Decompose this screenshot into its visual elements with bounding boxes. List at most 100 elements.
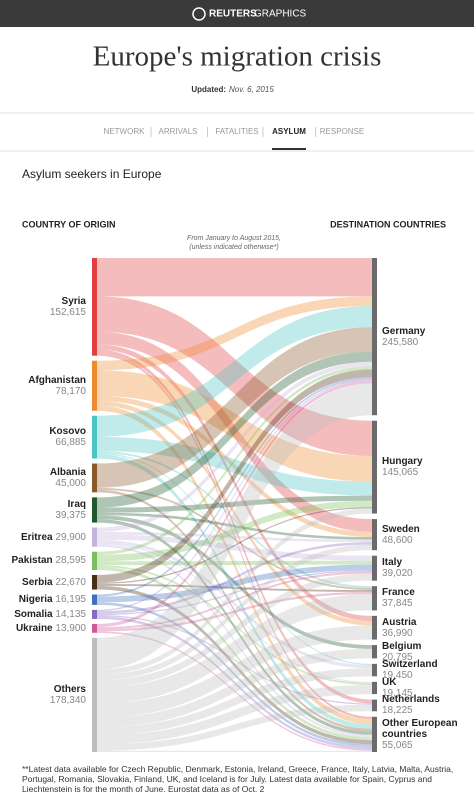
label: Iraq 39,375 — [0, 490, 86, 530]
label-box: Ukraine 13,900 — [0, 608, 86, 648]
origin-node — [92, 551, 97, 571]
label: Netherlands 18,225 — [382, 685, 472, 725]
flow — [97, 370, 372, 482]
label-box: Eritrea 29,900 — [21, 532, 86, 543]
origin-node — [92, 637, 97, 752]
nav-item[interactable]: NETWORK — [104, 127, 146, 136]
flow — [97, 500, 372, 562]
origin-node — [92, 497, 97, 523]
flow — [97, 378, 372, 612]
origin-name: Serbia — [22, 576, 53, 588]
flow — [97, 648, 372, 728]
origin-node — [92, 527, 97, 547]
note: From January to August 2015, — [187, 235, 281, 242]
destination-value: 37,845 — [382, 598, 413, 610]
destination-node — [372, 258, 377, 416]
label-box: Nigeria 16,195 — [18, 594, 86, 606]
flow — [97, 564, 372, 603]
flow — [97, 377, 372, 597]
origin-name: Afghanistan — [28, 374, 86, 386]
nav-item[interactable]: FATALITIES — [215, 127, 258, 136]
origin-value: 78,170 — [55, 385, 86, 397]
flow — [97, 515, 372, 649]
origin-value: 13,900 — [55, 622, 86, 634]
label-line: Others — [0, 684, 86, 695]
label-line: Austria — [382, 617, 472, 628]
flow — [97, 508, 372, 675]
destination-name: Netherlands — [382, 694, 440, 706]
destination-value: 18,225 — [382, 705, 413, 717]
destination-name: Italy — [382, 557, 403, 569]
origin-value: 22,670 — [55, 576, 86, 588]
flow — [97, 487, 372, 591]
label-box: Somalia 14,135 — [0, 594, 86, 634]
flow — [97, 685, 372, 745]
destination-value: 245,580 — [382, 336, 419, 348]
flow — [97, 369, 372, 583]
label: Others 178,340 — [0, 675, 86, 715]
flow — [97, 631, 372, 751]
flow — [97, 544, 372, 681]
destination-name: Belgium — [382, 640, 422, 652]
label-line: Switzerland — [382, 659, 472, 670]
label: Other European countries 55,065 — [382, 714, 472, 754]
flow — [97, 616, 372, 750]
flow — [97, 704, 372, 751]
label: UK 19,145 — [382, 668, 472, 708]
label: Somalia 14,135 — [0, 594, 86, 634]
chart-title: Asylum seekers in Europe — [22, 167, 162, 181]
flow — [97, 668, 372, 736]
flow — [97, 258, 372, 297]
flow — [97, 565, 372, 686]
flow — [97, 542, 372, 684]
flow — [97, 454, 372, 729]
label-line: Serbia 22,670 — [0, 577, 86, 588]
nav-item[interactable]: ARRIVALS — [159, 127, 198, 136]
flow — [97, 534, 372, 561]
label: Sweden 48,600 — [382, 515, 472, 555]
destination-value: 36,990 — [382, 627, 413, 639]
nav-item[interactable]: ASYLUM — [272, 127, 306, 136]
origin-value: 152,615 — [49, 306, 86, 318]
flow — [97, 436, 372, 496]
destination-value: 19,145 — [382, 687, 413, 699]
destination-name: Sweden — [382, 523, 420, 535]
flow — [97, 383, 372, 670]
flow — [97, 570, 372, 616]
destination-node — [372, 615, 377, 640]
label: Ukraine 13,900 — [0, 608, 86, 648]
label-box: Pakistan 28,595 — [11, 555, 86, 566]
brand-sub: GRAPHICS — [254, 9, 307, 20]
origin-node — [92, 360, 97, 411]
flow — [97, 625, 372, 718]
destination-node — [372, 645, 377, 659]
nav-item[interactable]: RESPONSE — [320, 127, 364, 136]
footnote: **Latest data available for Czech Republ… — [22, 764, 454, 794]
origin-name: Somalia — [14, 608, 53, 620]
flow — [97, 401, 372, 626]
origin-name: Others — [53, 683, 86, 695]
label-line: Hungary — [382, 456, 472, 467]
label-line: Somalia 14,135 — [0, 609, 86, 620]
label-line: Syria — [0, 296, 86, 307]
flow — [97, 615, 372, 705]
destination-name: France — [382, 587, 415, 599]
origin-node — [92, 623, 97, 633]
origin-name: Nigeria — [18, 594, 53, 606]
flow — [97, 306, 372, 437]
origin-node — [92, 415, 97, 459]
destination-node — [372, 519, 377, 551]
page: REUTERS GRAPHICS Europe's migration cris… — [0, 0, 474, 754]
label: Syria 152,615 — [0, 287, 86, 327]
flow — [97, 351, 372, 508]
flow — [97, 532, 372, 543]
label-box: Serbia 22,670 — [0, 577, 86, 588]
